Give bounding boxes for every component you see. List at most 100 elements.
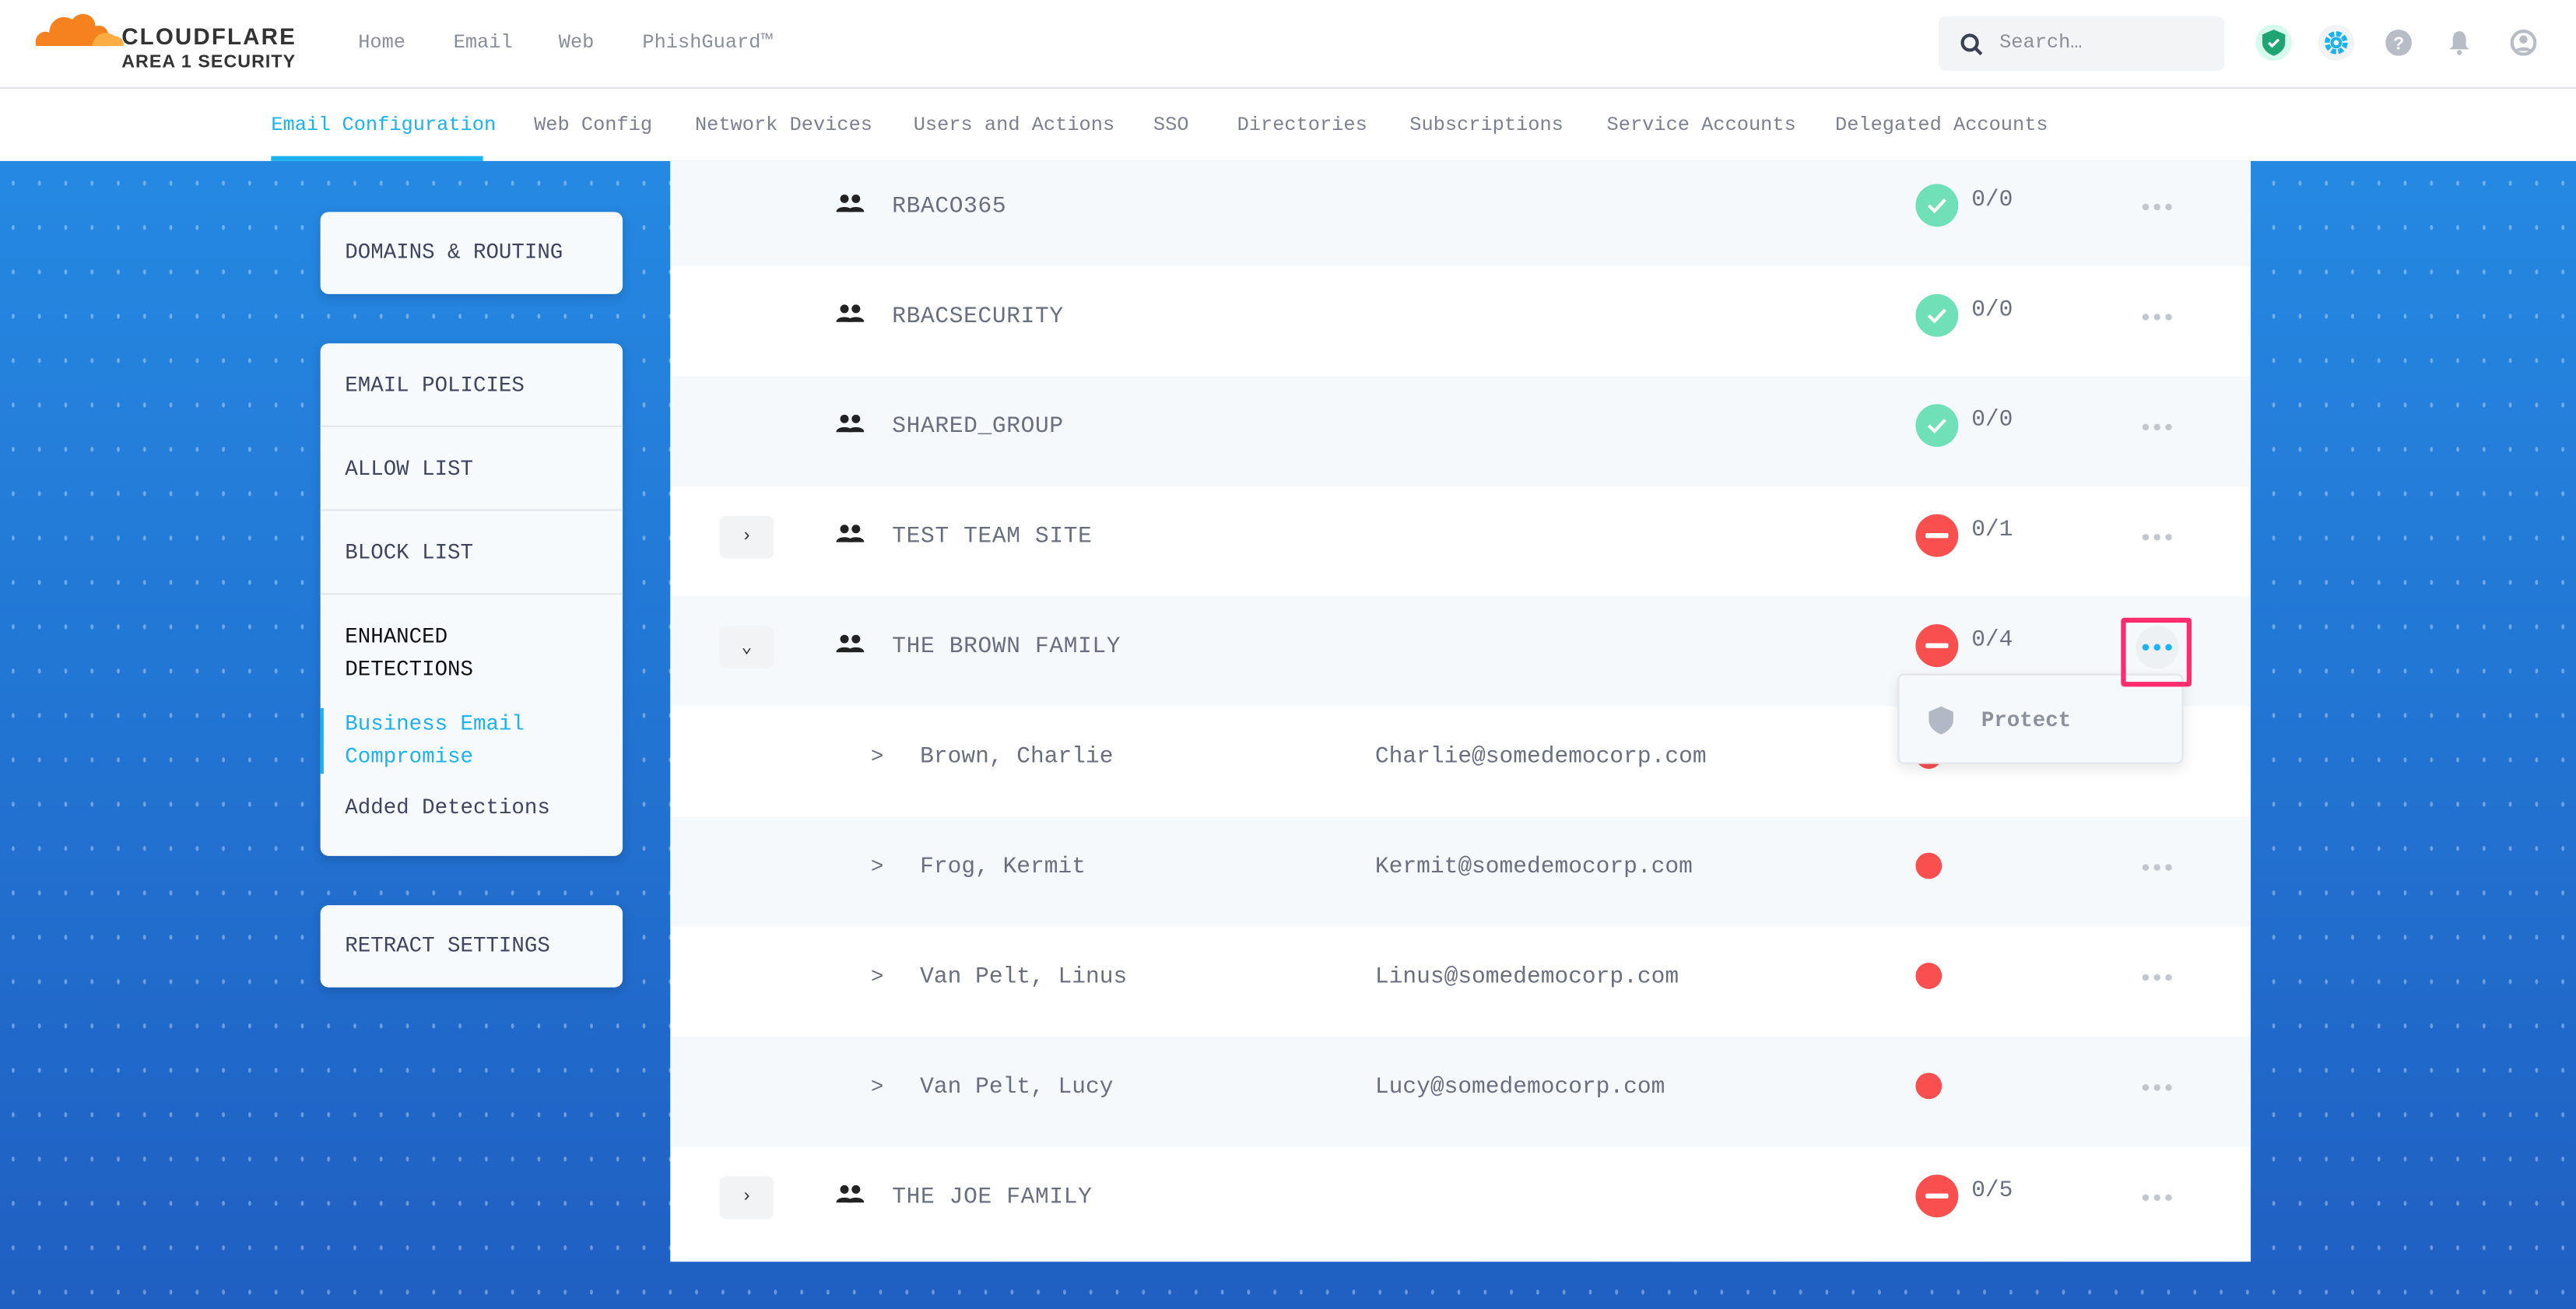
- group-name: THE BROWN FAMILY: [892, 633, 1121, 661]
- protected-count: 0/0: [1971, 297, 2013, 324]
- sidebar-subitem-bec[interactable]: Business Email Compromise: [320, 707, 567, 774]
- chevron-right-icon[interactable]: ›: [719, 515, 774, 559]
- more-icon[interactable]: [2132, 518, 2181, 557]
- group-name: TEST TEAM SITE: [892, 524, 1093, 551]
- protected-count: 0/0: [1971, 407, 2013, 434]
- group-icon: [836, 1183, 865, 1212]
- member-row[interactable]: > Van Pelt, Linus Linus@somedemocorp.com: [670, 927, 2251, 1037]
- minus-circle-icon: [1915, 1174, 1959, 1218]
- tab-sso[interactable]: SSO: [1153, 113, 1189, 137]
- member-email: Lucy@somedemocorp.com: [1374, 1074, 1665, 1101]
- cloudflare-logo[interactable]: CLOUDFLARE AREA 1 SECURITY: [33, 10, 312, 79]
- sidebar-subitem-added-detections[interactable]: Added Detections: [345, 795, 550, 820]
- groups-table: RBACO365 0/0 RBACSECURITY 0/0 SHARED_GROUP 0/…: [670, 160, 2251, 1262]
- highlight-box: [2121, 617, 2192, 687]
- minus-circle-icon: [1915, 624, 1959, 668]
- sidebar-item-domains-routing[interactable]: DOMAINS & ROUTING: [345, 240, 563, 265]
- tab-subscriptions[interactable]: Subscriptions: [1409, 113, 1563, 137]
- group-name: THE JOE FAMILY: [892, 1184, 1093, 1211]
- tab-network-devices[interactable]: Network Devices: [694, 113, 873, 137]
- shield-check-icon[interactable]: [2255, 24, 2292, 61]
- member-name: Frog, Kermit: [920, 854, 1086, 881]
- more-icon[interactable]: [2132, 297, 2181, 337]
- protected-count: 0/4: [1971, 627, 2013, 654]
- svg-text:?: ?: [2393, 33, 2404, 53]
- status-dot: [1915, 1072, 1943, 1100]
- more-icon[interactable]: [2132, 188, 2181, 227]
- group-row[interactable]: › TEST TEAM SITE 0/1: [670, 486, 2251, 596]
- search-placeholder: Search…: [1999, 31, 2083, 54]
- row-actions-menu: Protect: [1897, 673, 2184, 764]
- nav-email[interactable]: Email: [453, 31, 513, 54]
- group-name: SHARED_GROUP: [892, 413, 1064, 440]
- user-icon[interactable]: [2505, 25, 2541, 61]
- sidebar-item-block-list[interactable]: BLOCK LIST: [320, 511, 623, 595]
- member-email: Charlie@somedemocorp.com: [1374, 744, 1707, 771]
- tab-directories[interactable]: Directories: [1237, 113, 1367, 137]
- more-icon[interactable]: [2136, 626, 2179, 669]
- group-row[interactable]: SHARED_GROUP 0/0: [670, 376, 2251, 486]
- member-row[interactable]: > Frog, Kermit Kermit@somedemocorp.com: [670, 816, 2251, 927]
- group-icon: [836, 522, 865, 552]
- active-tab-indicator: [271, 156, 483, 161]
- member-email: Kermit@somedemocorp.com: [1374, 854, 1693, 881]
- sidebar-card-domains: DOMAINS & ROUTING: [320, 212, 623, 294]
- check-circle-icon: [1915, 184, 1959, 227]
- group-icon: [836, 633, 865, 662]
- check-circle-icon: [1915, 293, 1959, 337]
- minus-circle-icon: [1915, 514, 1959, 557]
- chevron-right-icon[interactable]: >: [870, 854, 884, 879]
- member-name: Brown, Charlie: [920, 744, 1114, 771]
- member-name: Van Pelt, Linus: [920, 964, 1128, 991]
- shield-icon: [1928, 706, 1953, 735]
- check-circle-icon: [1915, 404, 1959, 447]
- sidebar-card-retract: RETRACT SETTINGS: [320, 905, 623, 988]
- tab-users-and-actions[interactable]: Users and Actions: [913, 113, 1115, 137]
- menu-item-label: Protect: [1981, 707, 2072, 733]
- group-row[interactable]: RBACO365 0/0: [670, 160, 2251, 266]
- sidebar-item-enhanced-detections[interactable]: ENHANCED DETECTIONS: [345, 624, 474, 683]
- protected-count: 0/5: [1971, 1177, 2013, 1205]
- top-header: CLOUDFLARE AREA 1 SECURITY Home Email We…: [0, 0, 2576, 89]
- search-input[interactable]: Search…: [1938, 16, 2225, 71]
- chevron-right-icon[interactable]: ›: [719, 1176, 774, 1220]
- member-email: Linus@somedemocorp.com: [1374, 964, 1679, 991]
- tab-email-configuration[interactable]: Email Configuration: [271, 113, 497, 137]
- nav-phishguard[interactable]: PhishGuard™: [642, 31, 773, 54]
- bell-icon[interactable]: [2441, 25, 2477, 61]
- nav-web[interactable]: Web: [558, 31, 595, 54]
- gear-icon[interactable]: [2318, 24, 2355, 61]
- search-icon: [1960, 33, 1983, 56]
- chevron-down-icon[interactable]: ⌄: [719, 626, 774, 669]
- tab-delegated-accounts[interactable]: Delegated Accounts: [1834, 113, 2048, 137]
- more-icon[interactable]: [2132, 848, 2181, 887]
- group-icon: [836, 192, 865, 222]
- chevron-right-icon[interactable]: >: [870, 964, 884, 989]
- protected-count: 0/0: [1971, 187, 2013, 214]
- sidebar-item-retract-settings[interactable]: RETRACT SETTINGS: [345, 933, 550, 958]
- member-row[interactable]: > Van Pelt, Lucy Lucy@somedemocorp.com: [670, 1037, 2251, 1147]
- group-row[interactable]: › THE JOE FAMILY 0/5: [670, 1146, 2251, 1256]
- more-icon[interactable]: [2132, 408, 2181, 447]
- protected-count: 0/1: [1971, 517, 2013, 544]
- tab-web-config[interactable]: Web Config: [534, 113, 653, 137]
- status-dot: [1915, 963, 1943, 989]
- chevron-right-icon[interactable]: >: [870, 744, 884, 769]
- group-name: RBACO365: [892, 194, 1007, 220]
- chevron-right-icon[interactable]: >: [870, 1074, 884, 1100]
- menu-item-protect[interactable]: Protect: [1899, 676, 2181, 763]
- brand-name: CLOUDFLARE: [121, 23, 297, 50]
- more-icon[interactable]: [2132, 1178, 2181, 1218]
- tab-service-accounts[interactable]: Service Accounts: [1606, 113, 1796, 137]
- sidebar-item-allow-list[interactable]: ALLOW LIST: [320, 427, 623, 511]
- status-dot: [1915, 852, 1943, 879]
- group-row[interactable]: RBACSECURITY 0/0: [670, 266, 2251, 376]
- help-icon[interactable]: ?: [2381, 25, 2416, 61]
- brand-product: AREA 1 SECURITY: [121, 52, 297, 72]
- sidebar-item-email-policies[interactable]: EMAIL POLICIES: [320, 343, 623, 427]
- group-icon: [836, 302, 865, 332]
- more-icon[interactable]: [2132, 1068, 2181, 1107]
- group-name: RBACSECURITY: [892, 304, 1064, 331]
- nav-home[interactable]: Home: [358, 31, 406, 54]
- more-icon[interactable]: [2132, 958, 2181, 998]
